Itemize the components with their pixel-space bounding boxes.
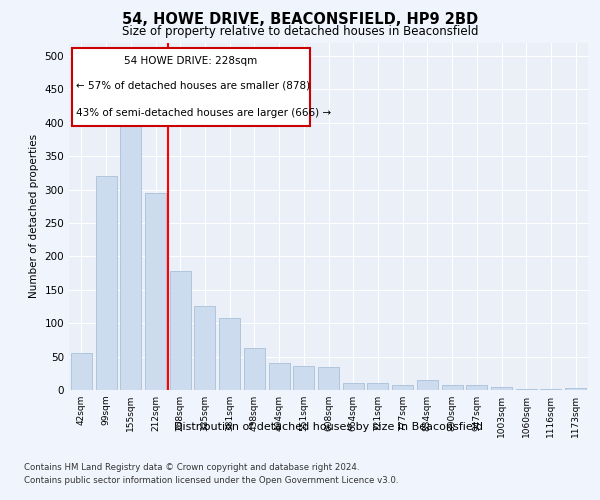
Bar (491, 388, 512, 390)
Bar (466, 386, 487, 390)
Bar (392, 384, 413, 390)
Bar (269, 364, 290, 390)
Text: Distribution of detached houses by size in Beaconsfield: Distribution of detached houses by size … (175, 422, 484, 432)
Text: 54 HOWE DRIVE: 228sqm: 54 HOWE DRIVE: 228sqm (124, 56, 257, 66)
Text: ← 57% of detached houses are smaller (878): ← 57% of detached houses are smaller (87… (76, 80, 310, 90)
Bar (343, 384, 364, 390)
Text: 43% of semi-detached houses are larger (666) →: 43% of semi-detached houses are larger (… (76, 108, 331, 118)
Bar (120, 122, 141, 390)
Bar (145, 193, 166, 390)
FancyBboxPatch shape (71, 48, 310, 126)
Bar (71, 353, 92, 390)
Bar (565, 388, 586, 390)
Bar (194, 306, 215, 390)
Bar (244, 348, 265, 390)
Bar (442, 384, 463, 390)
Bar (318, 366, 339, 390)
Text: Size of property relative to detached houses in Beaconsfield: Size of property relative to detached ho… (122, 25, 478, 38)
Bar (170, 271, 191, 390)
Bar (219, 318, 240, 390)
Y-axis label: Number of detached properties: Number of detached properties (29, 134, 39, 298)
Text: Contains public sector information licensed under the Open Government Licence v3: Contains public sector information licen… (24, 476, 398, 485)
Bar (417, 380, 438, 390)
Bar (367, 384, 388, 390)
Bar (95, 176, 116, 390)
Bar (293, 366, 314, 390)
Text: Contains HM Land Registry data © Crown copyright and database right 2024.: Contains HM Land Registry data © Crown c… (24, 462, 359, 471)
Text: 54, HOWE DRIVE, BEACONSFIELD, HP9 2BD: 54, HOWE DRIVE, BEACONSFIELD, HP9 2BD (122, 12, 478, 28)
